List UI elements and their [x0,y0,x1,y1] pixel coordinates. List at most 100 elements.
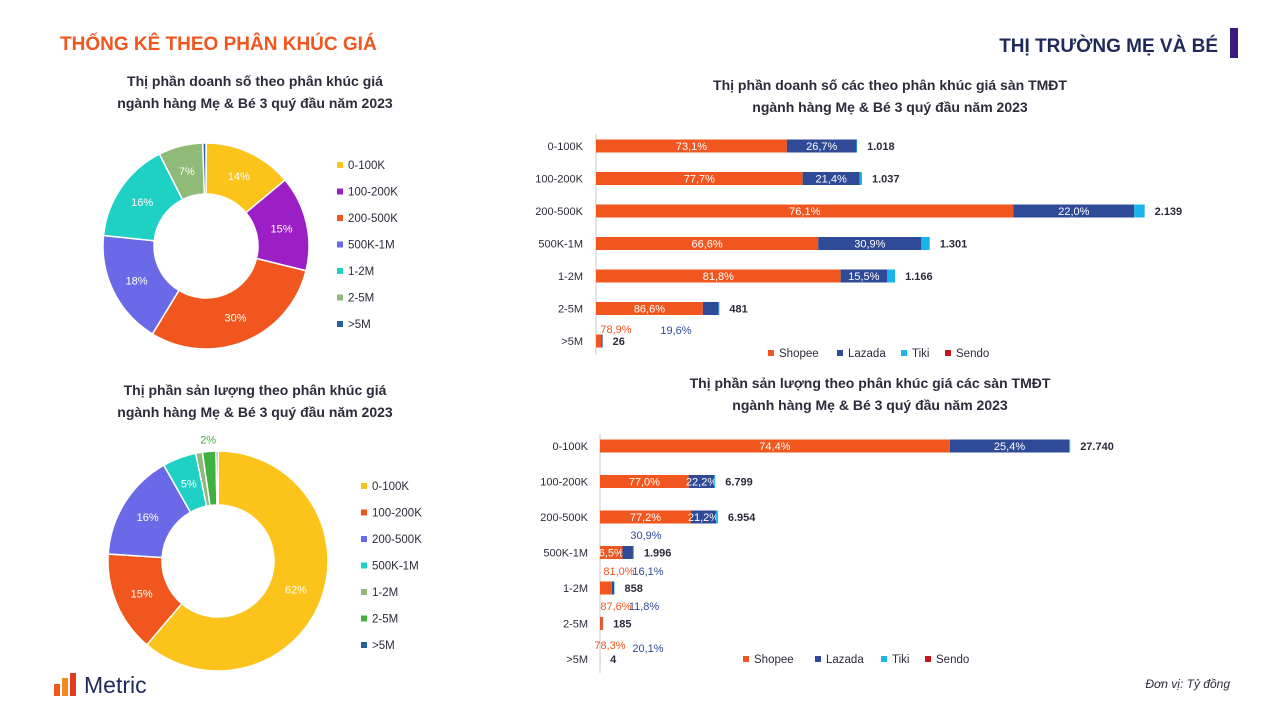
donut-volume-legend-swatch-1 [361,509,367,516]
bar-volume-bar-lazada-1 [688,475,715,488]
bar-volume-total-2: 6.954 [728,512,756,524]
bar-volume-label-shopee-0: 74,4% [759,441,790,453]
bar-revenue-category-2: 200-500K [535,206,583,218]
donut-volume-legend-swatch-3 [361,562,367,569]
bar-revenue-bar-tiki-3 [921,237,930,250]
bar-volume-label-shopee-4: 81,0% [603,566,634,578]
donut-revenue-legend-label-1: 100-200K [348,187,398,199]
bar-revenue-bar-lazada-2 [1013,204,1135,218]
donut-revenue-legend-swatch-1 [337,188,343,195]
bar-revenue-total-5: 481 [729,304,747,316]
bar-revenue-legend-label-lazada: Lazada [848,348,886,360]
bar-revenue-label-lazada-1: 21,4% [816,174,847,186]
donut-revenue-legend-label-6: >5M [348,319,371,331]
logo-text: Metric [84,672,147,696]
donut-volume-legend-label-0: 0-100K [372,481,409,493]
bar-volume-label-lazada-4: 16,1% [632,566,663,578]
bar-revenue-bar-tiki-4 [887,269,896,283]
donut-volume-legend-swatch-4 [361,589,367,595]
bar-volume-bar-lazada-3 [622,546,633,559]
bar-revenue-bar-tiki-2 [1134,204,1145,218]
donut-revenue-legend-swatch-4 [337,268,343,274]
bar-volume-bar-shopee-2 [600,510,691,524]
bar-revenue-bar-lazada-3 [818,237,922,250]
bar-revenue-category-3: 500K-1M [538,239,583,251]
bar-volume-total-6: 4 [610,654,617,666]
bar-volume-legend-label-shopee: Shopee [754,654,794,666]
bar-revenue-total-6: 26 [613,336,625,348]
bar-volume-bar-lazada-0 [949,439,1070,453]
donut-revenue-title: Thị phần doanh số theo phân khúc giá ngà… [80,70,430,114]
bar-revenue-total-1: 1.037 [872,174,900,186]
bar-volume-label-shopee-2: 77,2% [630,512,661,524]
bar-volume-title-line1: Thị phần sản lượng theo phân khúc giá cá… [689,375,1051,391]
donut-volume-title-line1: Thị phần sản lượng theo phân khúc giá [123,382,387,398]
bar-revenue-bar-shopee-1 [596,172,803,185]
bar-revenue-bar-lazada-1 [802,172,860,185]
bar-volume-bar-lazada-4 [611,581,615,595]
brand-accent-bar [1230,28,1238,58]
donut-revenue-slice-6 [202,142,207,195]
donut-revenue-title-line1: Thị phần doanh số theo phân khúc giá [127,73,383,89]
bar-volume-bar-tiki-1 [714,475,716,488]
bar-revenue-label-lazada-3: 30,9% [854,239,885,251]
donut-revenue-legend-label-4: 1-2M [348,266,374,278]
bar-volume-label-lazada-3: 30,9% [630,530,661,542]
donut-volume-label-3: 5% [181,478,197,490]
bar-revenue-title-line1: Thị phần doanh số các theo phân khúc giá… [713,77,1067,93]
bar-volume-bar-tiki-2 [715,510,718,524]
donut-revenue-legend-label-5: 2-5M [348,293,374,305]
donut-volume-title: Thị phần sản lượng theo phân khúc giá ng… [80,379,430,423]
bar-revenue-legend-label-sendo: Sendo [956,348,989,360]
bar-volume-bar-tiki-0 [1069,439,1071,453]
bar-volume-label-shopee-3: 6,5% [599,548,624,560]
bar-revenue-label-shopee-4: 81,8% [703,271,734,283]
bar-revenue-label-shopee-0: 73,1% [676,141,707,153]
donut-volume-slice-0 [145,450,329,672]
bar-volume-label-shopee-5: 87,6% [600,601,631,613]
bar-revenue-bar-lazada-5 [702,302,719,315]
donut-revenue-label-4: 16% [131,197,153,209]
donut-volume-legend-label-2: 200-500K [372,534,422,546]
bar-volume-bar-tiki-3 [632,546,634,559]
donut-revenue-label-1: 15% [271,224,293,236]
donut-revenue-legend-label-3: 500K-1M [348,240,395,252]
bar-volume-category-0: 0-100K [553,441,589,453]
donut-revenue-legend-label-2: 200-500K [348,213,398,225]
bar-revenue-total-2: 2.139 [1155,206,1183,218]
bar-volume-bar-lazada-2 [690,510,716,524]
bar-revenue-bar-shopee-2 [596,204,1014,218]
bar-volume-category-5: 2-5M [563,619,588,631]
bar-volume-total-5: 185 [613,619,631,631]
donut-volume-title-line2: ngành hàng Mẹ & Bé 3 quý đầu năm 2023 [117,404,393,420]
bar-revenue-label-shopee-1: 77,7% [684,174,715,186]
bar-volume-label-lazada-6: 20,1% [632,643,663,655]
donut-volume-label-1: 15% [131,588,153,600]
bar-volume-title: Thị phần sản lượng theo phân khúc giá cá… [600,372,1140,416]
bar-revenue-bar-tiki-5 [718,302,720,315]
donut-revenue-legend-label-0: 0-100K [348,160,385,172]
bar-revenue-legend-label-shopee: Shopee [779,348,819,360]
bar-revenue-label-lazada-4: 15,5% [848,271,879,283]
brand-title: THỊ TRƯỜNG MẸ VÀ BÉ [999,36,1218,57]
donut-volume-legend-label-3: 500K-1M [372,561,419,573]
bar-volume-total-0: 27.740 [1080,441,1114,453]
donut-revenue-legend-swatch-0 [337,162,343,168]
bar-revenue-category-6: >5M [561,336,583,348]
bar-revenue-title-line2: ngành hàng Mẹ & Bé 3 quý đầu năm 2023 [752,99,1028,115]
bar-revenue-label-shopee-2: 76,1% [789,206,820,218]
bar-revenue-title: Thị phần doanh số các theo phân khúc giá… [620,74,1160,118]
bar-revenue-bar-lazada-6 [601,334,603,348]
bar-revenue-bar-lazada-0 [786,139,857,153]
bar-revenue-bar-shopee-5 [596,302,703,315]
bar-revenue-category-1: 100-200K [535,174,583,186]
bar-volume-legend-swatch-tiki [881,656,887,662]
bar-revenue-category-4: 1-2M [558,271,583,283]
donut-revenue-label-0: 14% [228,171,250,183]
bar-revenue-legend-swatch-lazada [837,350,843,356]
bar-volume-label-lazada-2: 21,2% [688,512,719,524]
bar-volume-label-lazada-5: 11,8% [629,601,660,613]
bar-volume-legend-label-lazada: Lazada [826,654,864,666]
bar-volume-legend-swatch-lazada [815,656,821,662]
